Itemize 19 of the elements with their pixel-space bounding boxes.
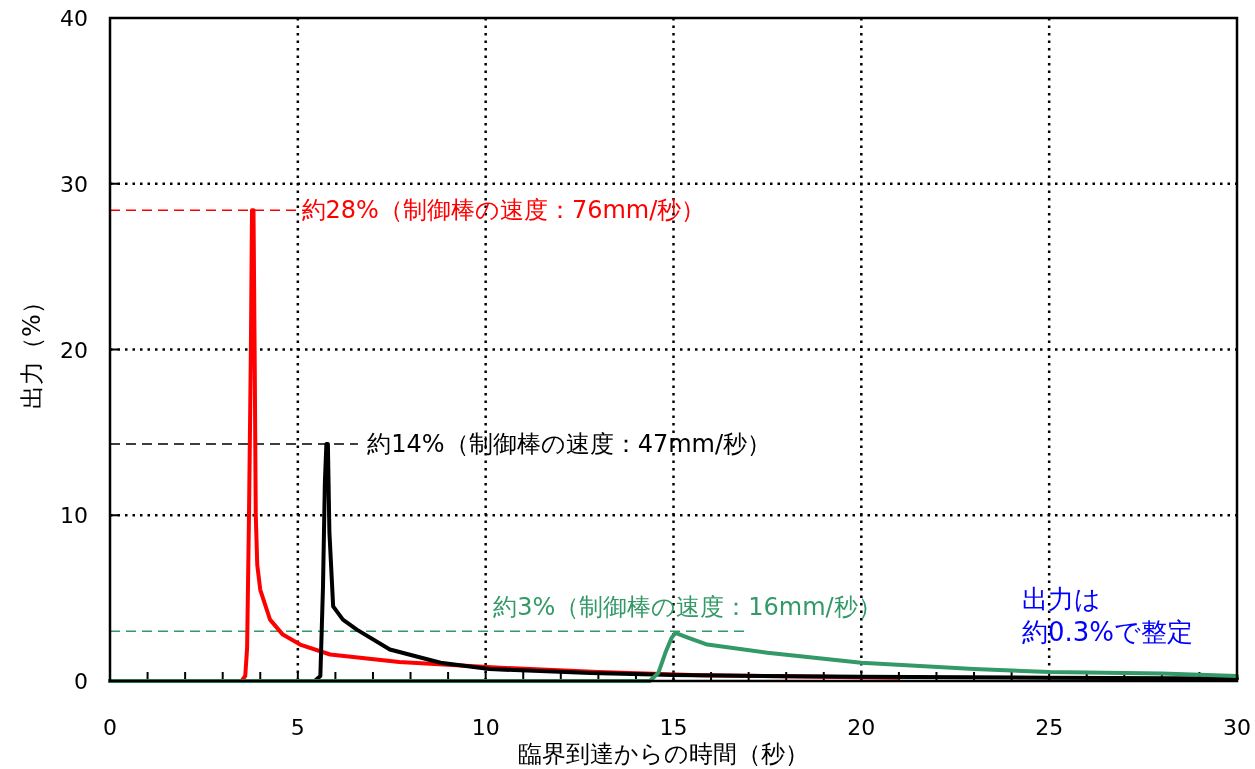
y-tick-label: 20	[60, 337, 88, 363]
x-tick-label: 30	[1223, 715, 1251, 740]
x-tick-label: 20	[847, 715, 876, 740]
x-tick-label: 5	[290, 715, 305, 740]
x-tick-label: 10	[471, 715, 500, 740]
y-tick-label: 40	[60, 6, 88, 31]
ref-line-label: 約14%（制御棒の速度：47mm/秒）	[367, 429, 772, 458]
x-tick-label: 15	[659, 715, 688, 740]
x-tick-label: 25	[1035, 715, 1064, 740]
annotation: 出力は	[1022, 584, 1101, 614]
y-tick-label: 30	[60, 171, 88, 197]
y-tick-label: 10	[60, 503, 88, 529]
annotation: 約0.3%で整定	[1022, 617, 1194, 647]
y-tick-label: 0	[74, 669, 88, 694]
x-axis-title: 臨界到達からの時間（秒）	[518, 740, 809, 768]
x-tick-label: 0	[103, 715, 117, 740]
ref-line-label: 約28%（制御棒の速度：76mm/秒）	[301, 196, 706, 225]
ref-line-label: 約3%（制御棒の速度：16mm/秒）	[493, 593, 882, 622]
y-axis-title: 出力（%）	[18, 290, 46, 409]
